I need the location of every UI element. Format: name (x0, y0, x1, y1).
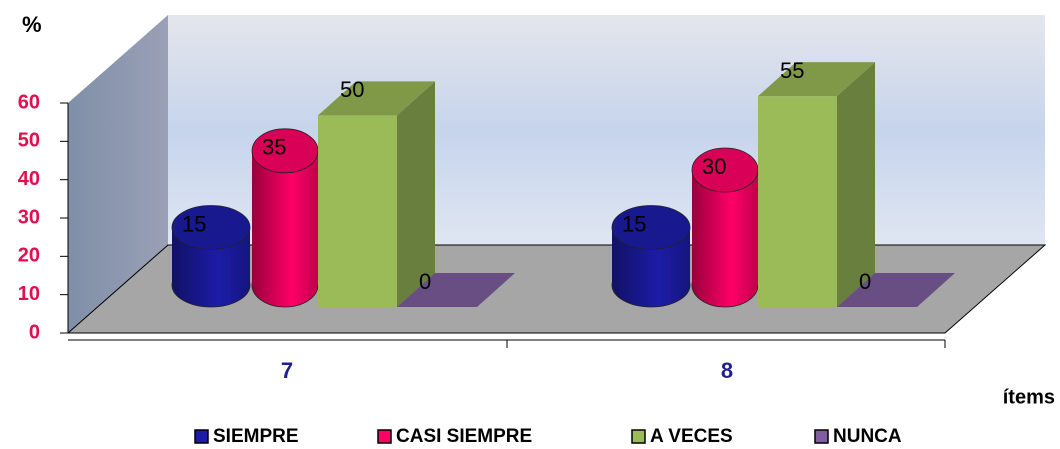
legend-swatch (814, 429, 829, 444)
bar (318, 81, 435, 307)
bar-side (837, 62, 875, 307)
bar-top (611, 205, 691, 250)
legend-label: CASI SIEMPRE (396, 426, 532, 447)
bar (611, 205, 691, 308)
y-tick-label: 30 (18, 206, 40, 228)
x-tick-label: 7 (281, 358, 293, 383)
bar-top (171, 205, 251, 250)
data-label: 30 (702, 154, 726, 179)
bar (251, 128, 319, 308)
y-tick-label: 60 (18, 91, 40, 113)
bar-top (758, 62, 875, 97)
bar-front (318, 115, 397, 307)
legend-label: SIEMPRE (213, 426, 299, 447)
y-tick-label: 20 (18, 245, 40, 267)
data-label: 0 (419, 269, 431, 294)
bar-side (397, 81, 435, 307)
bar (171, 205, 251, 308)
legend-swatch (377, 429, 392, 444)
legend-label: NUNCA (833, 426, 902, 447)
bar-top (318, 81, 435, 116)
side-wall (68, 15, 168, 333)
bar (837, 273, 955, 307)
x-tick-label: 8 (721, 358, 733, 383)
data-label: 50 (340, 77, 364, 102)
bar (758, 62, 875, 308)
y-tick-label: 50 (18, 130, 40, 152)
data-label: 0 (859, 269, 871, 294)
y-tick-label: 0 (29, 321, 40, 343)
bar (397, 273, 515, 307)
y-tick-label: 10 (18, 283, 40, 305)
legend-label: A VECES (650, 426, 733, 447)
legend-swatch (194, 429, 209, 444)
y-axis-label: % (22, 12, 42, 37)
y-tick-label: 40 (18, 168, 40, 190)
bar-top (837, 273, 955, 307)
data-label: 35 (262, 135, 286, 160)
bar-top (397, 273, 515, 307)
x-axis-label: ítems (1003, 386, 1055, 408)
data-label: 55 (780, 58, 804, 83)
bar (691, 147, 759, 308)
data-label: 15 (182, 211, 206, 236)
legend-swatch (631, 429, 646, 444)
bar-front (758, 96, 837, 308)
data-label: 15 (622, 211, 646, 236)
